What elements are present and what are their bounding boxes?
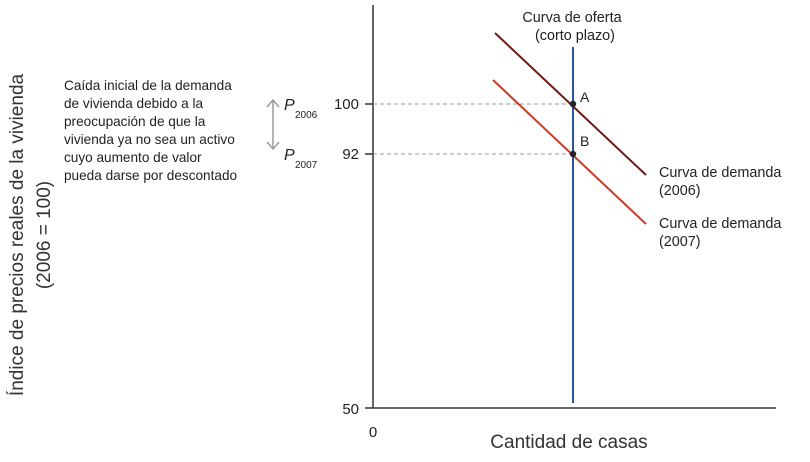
y-tick-label-100: 100 <box>334 96 359 113</box>
supply-label-line1: Curva de oferta <box>522 10 621 26</box>
point-a-marker <box>569 100 577 108</box>
y-axis-label-line1: Índice de precios reales de la vivienda <box>7 74 28 397</box>
price-change-arrow <box>266 98 280 151</box>
demand-2006-label-line2: (2006) <box>659 183 701 199</box>
x-axis-label: Cantidad de casas <box>490 432 647 453</box>
annotation-line-5: cuyo aumento de valor <box>64 150 202 165</box>
annotation-line-2: de vivienda debido a la <box>64 96 204 111</box>
supply-label-line2: (corto plazo) <box>535 28 615 44</box>
p2006-subscript: 2006 <box>295 110 318 121</box>
demand-2006-label-line1: Curva de demanda <box>659 165 781 181</box>
annotation-line-1: Caída inicial de la demanda <box>64 78 232 93</box>
annotation-line-4: vivienda ya no sea un activo <box>64 132 235 147</box>
point-b-marker <box>569 150 577 158</box>
demand-2007-label-line1: Curva de demanda <box>659 216 781 232</box>
y-axis-label-line2: (2006 = 100) <box>34 181 55 289</box>
demand-2007-label-line2: (2007) <box>659 234 701 250</box>
annotation-line-6: pueda darse por descontado <box>64 168 237 183</box>
x-origin-label: 0 <box>369 424 377 441</box>
y-tick-label-92: 92 <box>342 146 359 163</box>
demand-curve-2007 <box>492 79 647 225</box>
point-a-label: A <box>580 89 590 105</box>
p2007-subscript: 2007 <box>295 160 318 171</box>
p2007-label: P <box>284 147 295 164</box>
point-b-label: B <box>580 133 589 149</box>
annotation-line-3: preocupación de que la <box>64 114 206 129</box>
y-tick-label-50: 50 <box>342 401 359 418</box>
p2006-label: P <box>284 97 295 114</box>
